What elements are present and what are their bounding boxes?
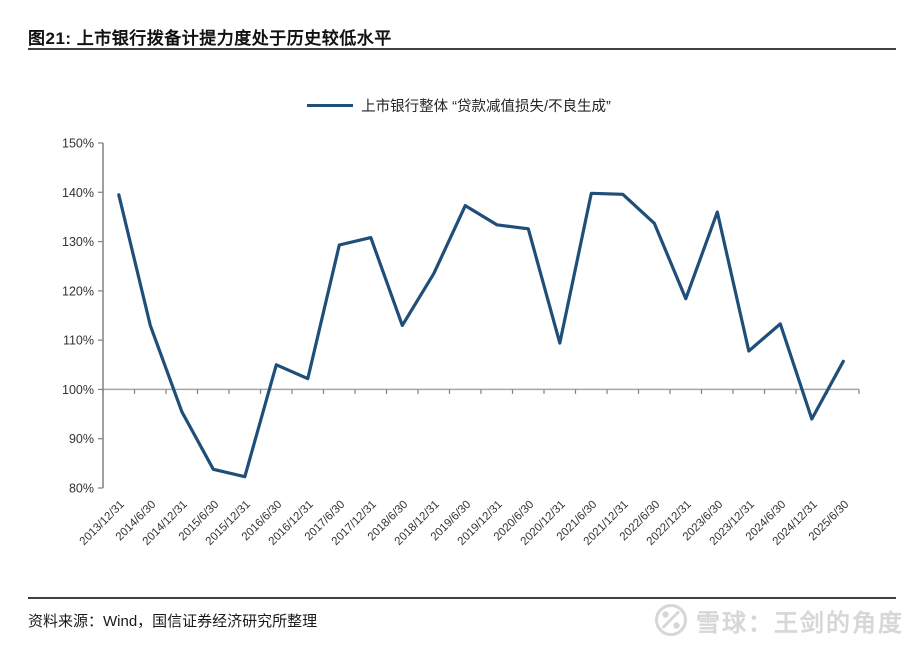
y-tick-label: 80%	[69, 482, 94, 496]
y-tick-label: 110%	[63, 334, 94, 348]
y-tick-label: 120%	[62, 284, 94, 298]
chart-legend: 上市银行整体 “贷款减值损失/不良生成”	[0, 95, 918, 116]
chart-area: 150% 140% 130% 120% 110% 100% 90% 80% 2013/12/31…	[0, 130, 918, 592]
chart-canvas: 150%140%130%120%110%100%90%80%2013/12/31…	[62, 137, 860, 548]
y-tick-label: 90%	[69, 432, 94, 446]
legend-label: 上市银行整体 “贷款减值损失/不良生成”	[361, 99, 611, 115]
source-note: 资料来源：Wind，国信证券经济研究所整理	[28, 613, 318, 630]
watermark: 雪球：王剑的角度	[653, 602, 904, 638]
xueqiu-logo-icon	[655, 604, 687, 636]
watermark-text: 雪球：王剑的角度	[696, 609, 904, 637]
y-tick-label: 100%	[62, 383, 94, 397]
series-line	[117, 191, 845, 479]
y-tick-label: 150%	[62, 137, 94, 151]
footer-divider	[28, 597, 896, 599]
y-tick-label: 140%	[62, 186, 94, 200]
title-divider	[28, 48, 896, 50]
legend-line-swatch	[307, 104, 354, 107]
y-tick-label: 130%	[62, 235, 94, 249]
figure-title: 图21: 上市银行拨备计提力度处于历史较低水平	[28, 29, 392, 48]
